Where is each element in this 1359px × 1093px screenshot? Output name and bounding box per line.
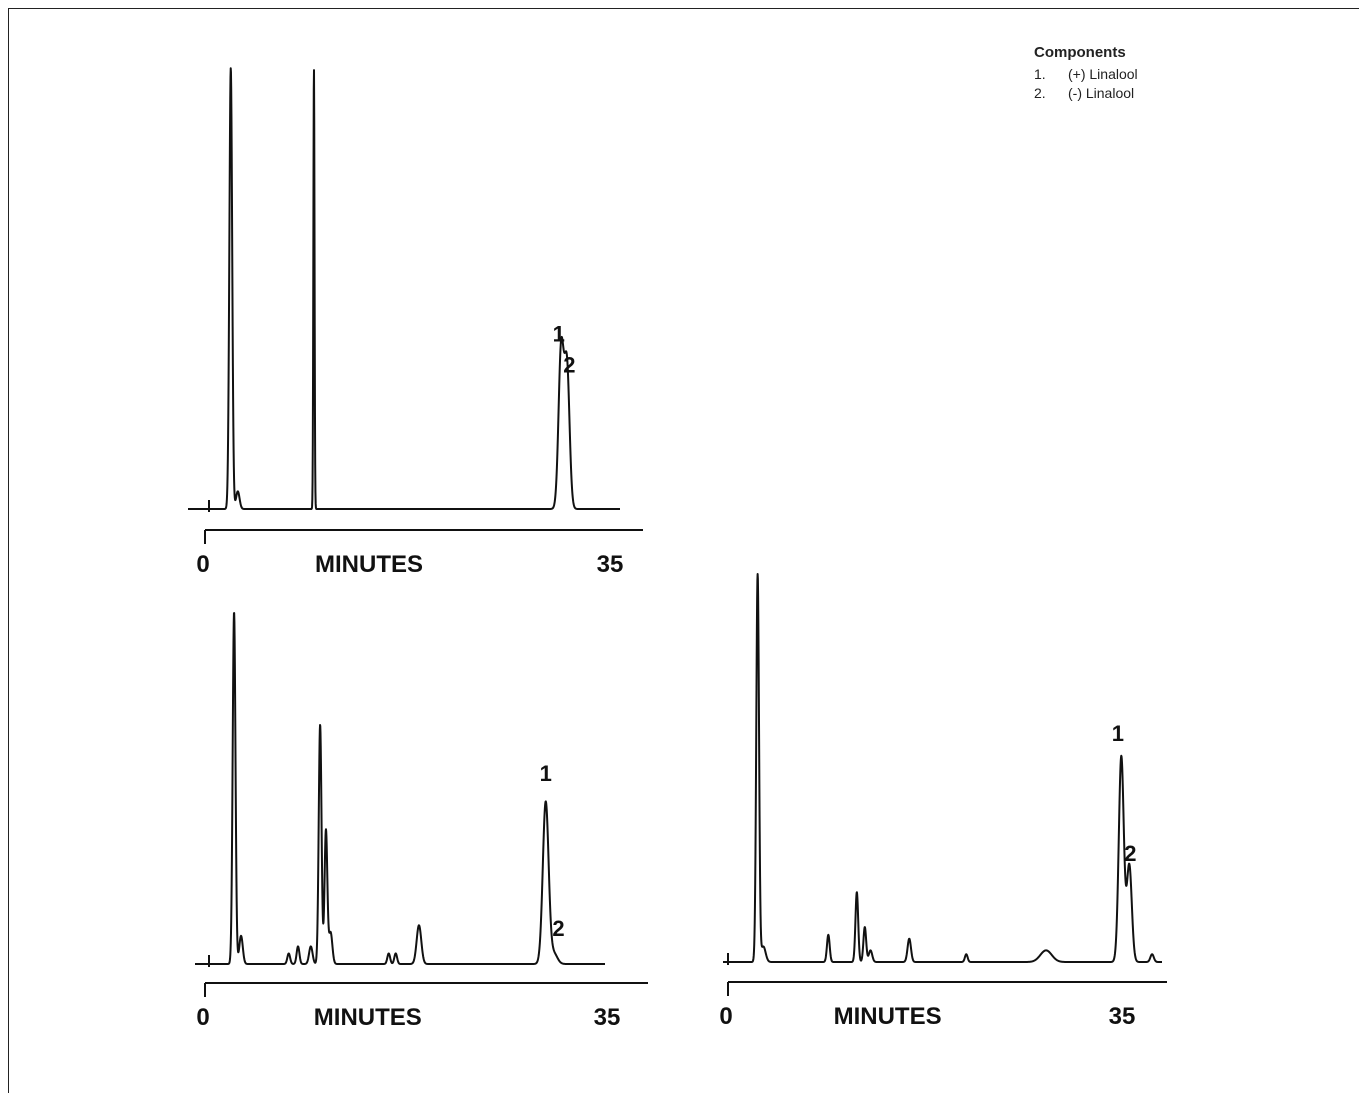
tick-label-0-3: 0: [719, 1003, 732, 1030]
chromatogram-trace-1: [187, 67, 621, 510]
tick-label-0-2: 0: [196, 1004, 209, 1031]
tick-label-35-1: 35: [597, 551, 624, 578]
legend-item-2-label: (-) Linalool: [1068, 85, 1135, 101]
x-axis-label-3: MINUTES: [834, 1003, 942, 1030]
legend: Components 1. (+) Linalool 2. (-) Linalo…: [1034, 44, 1138, 103]
figure-frame: [8, 8, 1359, 1093]
tick-label-35-2: 35: [594, 1004, 621, 1031]
peak-label-1-3: 1: [1112, 721, 1124, 746]
peak-label-2-1: 2: [563, 352, 575, 377]
chromatogram-trace-3: [722, 573, 1163, 963]
tick-label-0-1: 0: [196, 551, 209, 578]
legend-item-2-number: 2.: [1034, 85, 1046, 101]
chromatogram-trace-2: [194, 612, 606, 965]
legend-item-1-label: (+) Linalool: [1068, 66, 1138, 82]
legend-item-2: 2. (-) Linalool: [1034, 84, 1138, 103]
chromatogram-1: 0 35 MINUTES 1 2: [187, 67, 643, 578]
legend-item-1-number: 1.: [1034, 66, 1046, 82]
tick-label-35-3: 35: [1109, 1003, 1136, 1030]
x-axis-label-1: MINUTES: [315, 551, 423, 578]
peak-label-2-2: 2: [552, 916, 564, 941]
legend-item-1: 1. (+) Linalool: [1034, 65, 1138, 84]
chromatogram-2: 0 35 MINUTES 1 2: [194, 612, 648, 1031]
peak-label-1-2: 1: [540, 761, 552, 786]
legend-title: Components: [1034, 44, 1126, 61]
x-axis-label-2: MINUTES: [314, 1004, 422, 1031]
peak-label-1-1: 1: [553, 321, 565, 346]
chromatogram-3: 0 35 MINUTES 1 2: [719, 573, 1167, 1030]
peak-label-2-3: 2: [1124, 841, 1136, 866]
